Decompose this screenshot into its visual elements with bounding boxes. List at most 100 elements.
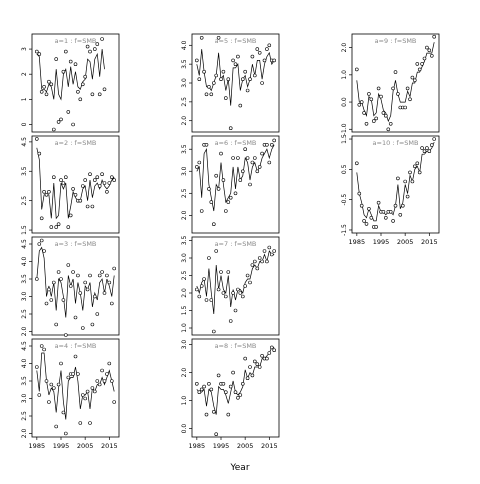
obs-point — [228, 384, 233, 389]
obs-point — [233, 308, 238, 313]
x-tick-label: 1985 — [189, 442, 206, 450]
obs-point — [267, 43, 272, 48]
y-tick-label: 1 — [21, 97, 28, 101]
obs-point — [195, 58, 199, 63]
obs-point — [403, 105, 408, 110]
obs-point — [78, 198, 83, 203]
obs-point — [100, 172, 104, 176]
obs-point — [221, 178, 226, 182]
panel-frame — [31, 135, 120, 234]
y-tick-label: 3.5 — [181, 236, 188, 246]
obs-point — [202, 69, 206, 74]
obs-point — [228, 126, 233, 130]
obs-point — [54, 424, 59, 429]
obs-point — [51, 280, 56, 285]
obs-point — [207, 85, 211, 89]
obs-point — [209, 298, 214, 302]
obs-point — [369, 216, 374, 220]
obs-point — [219, 77, 223, 81]
obs-point — [39, 238, 44, 243]
obs-point — [250, 54, 255, 59]
obs-point — [415, 161, 420, 166]
y-tick-label: 2.0 — [181, 210, 188, 220]
obs-point — [44, 301, 49, 306]
panel-frame — [351, 33, 440, 133]
obs-point — [56, 382, 61, 387]
y-tick-label: 3.5 — [21, 376, 28, 386]
y-tick-label: 2.5 — [21, 309, 28, 319]
obs-point — [231, 156, 235, 160]
fit-line — [196, 49, 275, 106]
obs-point — [425, 146, 429, 150]
obs-point — [371, 119, 376, 123]
obs-point — [432, 34, 437, 39]
obs-point — [221, 69, 226, 74]
obs-point — [49, 382, 54, 387]
obs-point — [78, 291, 83, 295]
obs-point — [405, 194, 410, 199]
y-tick-label: 3.5 — [21, 166, 28, 176]
obs-point — [95, 175, 100, 179]
obs-point — [412, 78, 417, 83]
obs-point — [219, 151, 223, 156]
obs-point — [241, 381, 245, 386]
obs-point — [37, 52, 42, 56]
obs-point — [207, 381, 211, 386]
obs-point — [97, 184, 102, 188]
y-tick-label: 1.5 — [341, 134, 348, 144]
y-tick-label: 2 — [21, 72, 28, 76]
obs-point — [405, 86, 410, 91]
obs-point — [47, 190, 51, 194]
obs-point — [64, 431, 68, 436]
obs-point — [81, 82, 85, 87]
obs-point — [97, 382, 102, 387]
obs-point — [37, 151, 42, 156]
x-tick-label: 2015 — [421, 238, 438, 246]
obs-point — [226, 270, 231, 274]
obs-point — [102, 379, 107, 383]
obs-point — [420, 62, 424, 66]
y-tick-label: -0.5 — [341, 194, 348, 206]
y-tick-label: 3.0 — [181, 78, 188, 88]
obs-point — [260, 353, 264, 358]
obs-point — [417, 67, 422, 72]
obs-point — [412, 164, 417, 169]
panel-7: a=7 : f=SMB 1.0 1.5 2.0 2.5 3.0 3.5 — [181, 236, 280, 336]
obs-point — [216, 35, 221, 40]
obs-point — [209, 92, 214, 97]
obs-point — [272, 249, 277, 253]
obs-point — [73, 354, 78, 359]
obs-point — [250, 160, 255, 165]
obs-point — [202, 384, 206, 389]
obs-point — [51, 175, 56, 179]
obs-point — [429, 53, 434, 58]
obs-point — [71, 187, 75, 191]
obs-point — [44, 379, 49, 383]
obs-point — [54, 57, 59, 61]
obs-point — [269, 345, 274, 350]
obs-point — [107, 181, 112, 185]
y-tick-label: -1.0 — [341, 123, 348, 135]
obs-point — [105, 273, 109, 278]
obs-point — [88, 172, 92, 176]
panel-frame — [351, 135, 440, 234]
panel-frame — [191, 236, 280, 336]
obs-point — [107, 280, 112, 285]
x-tick-label: 1985 — [349, 238, 366, 246]
y-tick-label: 3.0 — [181, 166, 188, 176]
obs-point — [66, 110, 71, 114]
obs-point — [51, 386, 56, 390]
y-tick-label: 3.0 — [181, 253, 188, 263]
obs-point — [37, 393, 42, 397]
y-tick-label: 2.5 — [21, 196, 28, 206]
y-tick-label: 1.0 — [341, 70, 348, 80]
obs-point — [100, 270, 104, 274]
y-tick-label: 1.5 — [21, 225, 28, 235]
y-tick-label: 2.0 — [181, 288, 188, 298]
x-tick-label: 1995 — [213, 442, 230, 450]
obs-point — [226, 77, 231, 81]
obs-point — [267, 245, 272, 250]
obs-point — [56, 222, 61, 226]
y-tick-label: 2.0 — [181, 116, 188, 126]
obs-point — [357, 191, 362, 196]
